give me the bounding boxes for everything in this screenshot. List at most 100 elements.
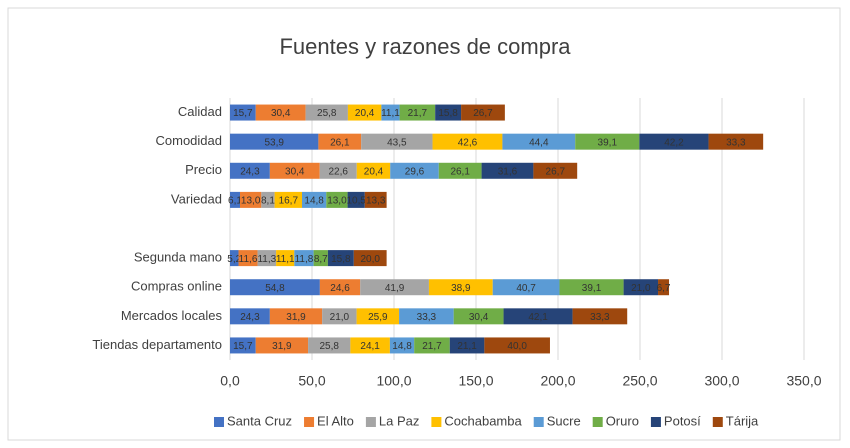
bar-segment	[230, 279, 320, 296]
data-label: 39,1	[582, 283, 602, 294]
bar-segment	[559, 279, 624, 296]
legend-swatch	[533, 417, 544, 427]
data-label: 25,8	[319, 341, 339, 352]
data-label: 13,0	[241, 196, 261, 207]
data-label: 33,3	[417, 312, 437, 323]
x-tick-label: 250,0	[622, 373, 657, 389]
data-label: 8,1	[261, 196, 275, 207]
data-label: 13,0	[327, 196, 347, 207]
bar-segment	[305, 104, 348, 121]
legend-swatch	[214, 417, 224, 427]
data-label: 15,7	[233, 341, 253, 352]
bar-segment	[240, 191, 262, 208]
y-tick-label: Tiendas departamento	[92, 337, 222, 352]
bar-segment	[414, 337, 450, 354]
data-label: 40,0	[507, 341, 527, 352]
bar-segment	[326, 191, 348, 208]
bar-segment	[269, 162, 320, 179]
bar-segment	[390, 162, 439, 179]
data-label: 44,4	[529, 137, 549, 148]
bar-segment	[230, 308, 270, 325]
bar-segment	[308, 337, 351, 354]
data-label: 43,5	[387, 137, 407, 148]
data-label: 14,8	[304, 196, 324, 207]
bar-segment	[623, 279, 659, 296]
legend-swatch	[431, 417, 442, 427]
bar-segment	[257, 250, 277, 267]
bar-segment	[503, 308, 573, 325]
bar-segment	[492, 279, 560, 296]
legend-label: Potosí	[664, 413, 701, 428]
bar-segment	[484, 337, 550, 354]
x-tick-label: 350,0	[786, 373, 821, 389]
data-label: 21,7	[408, 108, 428, 119]
data-label: 11,3	[257, 254, 276, 265]
data-label: 20,4	[355, 108, 375, 119]
bar-segment	[255, 104, 306, 121]
x-tick-label: 50,0	[298, 373, 325, 389]
bar-segment	[432, 133, 503, 150]
bar-segment	[658, 279, 670, 296]
data-label: 42,1	[528, 312, 548, 323]
data-label: 11,6	[239, 254, 258, 265]
bar-segment	[319, 279, 361, 296]
bar-segment	[428, 279, 493, 296]
data-label: 21,0	[631, 283, 651, 294]
legend-label: La Paz	[379, 413, 419, 428]
data-label: 42,2	[664, 137, 684, 148]
data-label: 26,7	[473, 108, 493, 119]
data-label: 33,3	[590, 312, 610, 323]
data-label: 24,1	[360, 341, 380, 352]
data-label: 25,8	[317, 108, 337, 119]
data-label: 30,4	[285, 166, 305, 177]
y-tick-label: Variedad	[171, 191, 222, 206]
data-label: 20,0	[360, 254, 380, 265]
bar-segment	[261, 191, 275, 208]
y-tick-label: Segunda mano	[134, 250, 222, 265]
data-label: 33,3	[726, 137, 746, 148]
bar-segment	[276, 250, 295, 267]
data-label: 15,8	[331, 254, 351, 265]
data-label: 40,7	[516, 283, 536, 294]
data-label: 24,3	[240, 312, 260, 323]
data-label: 21,0	[330, 312, 350, 323]
bar-segment	[350, 337, 390, 354]
legend-label: Cochabamba	[444, 413, 522, 428]
bar-segment	[356, 308, 400, 325]
data-label: 38,9	[451, 283, 471, 294]
x-tick-label: 200,0	[540, 373, 575, 389]
data-label: 21,1	[457, 341, 477, 352]
bar-segment	[360, 279, 429, 296]
legend-label: Oruro	[606, 413, 639, 428]
bar-segment	[399, 308, 454, 325]
legend-label: Sucre	[547, 413, 581, 428]
bar-segment	[381, 104, 400, 121]
bar-segment	[318, 133, 362, 150]
bar-segment	[399, 104, 436, 121]
data-label: 8,7	[314, 254, 328, 265]
data-label: 15,8	[438, 108, 458, 119]
legend-swatch	[712, 417, 723, 427]
bar-segment	[230, 104, 256, 121]
x-tick-label: 0,0	[220, 373, 240, 389]
bar-segment	[502, 133, 576, 150]
data-label: 22,6	[329, 166, 349, 177]
legend-swatch	[365, 417, 376, 427]
legend-label: Santa Cruz	[227, 413, 292, 428]
bar-segment	[230, 162, 270, 179]
bar-segment	[708, 133, 764, 150]
y-tick-label: Precio	[185, 162, 222, 177]
data-label: 5,2	[227, 254, 241, 265]
data-label: 11,1	[276, 254, 295, 265]
bar-segment	[533, 162, 578, 179]
y-tick-label: Comodidad	[156, 133, 223, 148]
legend-label: El Alto	[317, 413, 354, 428]
data-label: 15,7	[233, 108, 253, 119]
chart-border	[7, 7, 841, 441]
y-tick-label: Compras online	[131, 279, 222, 294]
data-label: 26,7	[546, 166, 566, 177]
bar-segment	[481, 162, 534, 179]
bar-segment	[230, 191, 241, 208]
bar-segment	[301, 191, 327, 208]
